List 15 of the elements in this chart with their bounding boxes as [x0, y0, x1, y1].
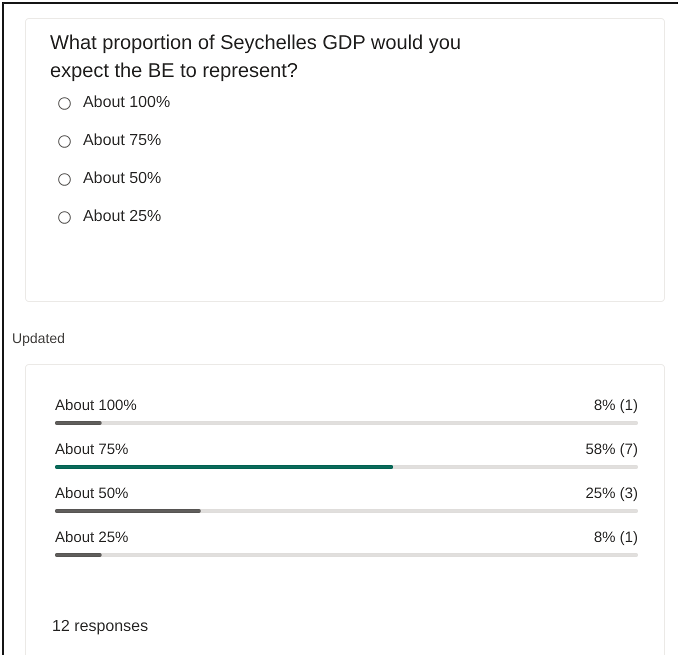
text: About 100%: [83, 94, 170, 112]
data-label: 8% (1): [594, 397, 638, 414]
y-tick-label: About 75%: [55, 441, 128, 458]
text: About 25%: [83, 208, 162, 226]
y-tick-label: About 25%: [55, 529, 128, 546]
text: About 75%: [83, 132, 162, 150]
y-tick-label: About 100%: [55, 397, 137, 414]
text: About 50%: [83, 170, 162, 188]
y-tick-label: About 50%: [55, 485, 128, 502]
data-label: 25% (3): [585, 485, 638, 502]
data-label: 8% (1): [594, 529, 638, 546]
data-label: 58% (7): [585, 441, 638, 458]
text: Updated: [12, 330, 65, 346]
chart-title: What proportion of Seychelles GDP would you expect the BE to represent?: [50, 31, 462, 84]
text: 12 responses: [52, 618, 148, 636]
